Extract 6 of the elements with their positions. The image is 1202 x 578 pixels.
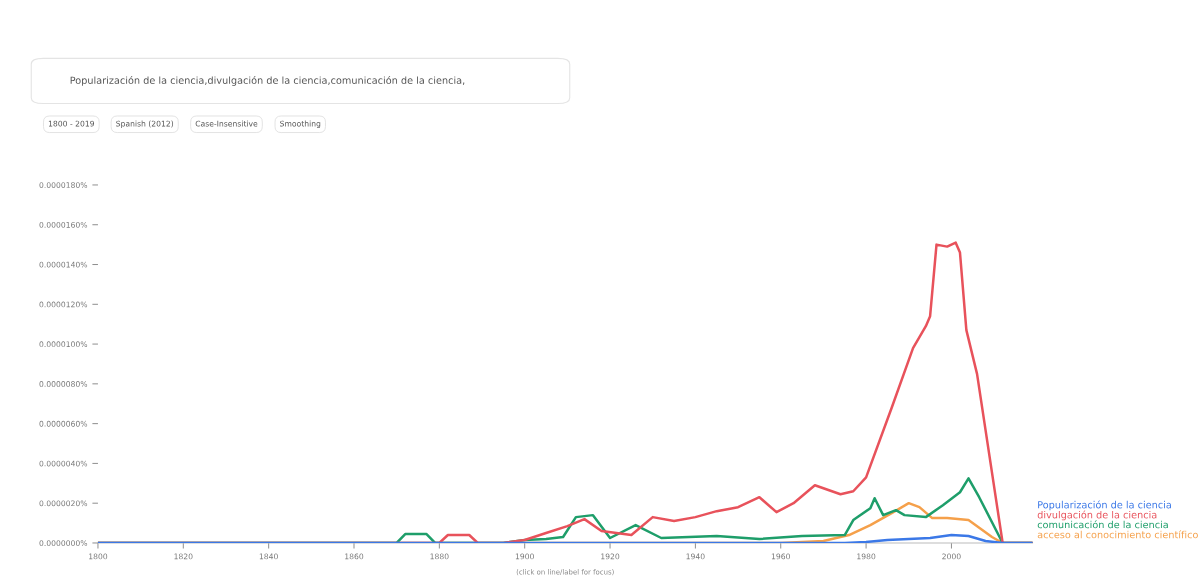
- chart-subtitle: Popularización de la ciencia,divulgación de la ciencia,comunicación de la ciencia,: [70, 76, 465, 86]
- series-label: comunicación de la ciencia: [1037, 520, 1168, 529]
- line-series: [97, 533, 1033, 543]
- text: divulgación de la ciencia: [1037, 510, 1157, 521]
- text: Popularización de la ciencia: [1038, 500, 1171, 511]
- series-label: acceso al conocimiento científico: [1037, 530, 1198, 539]
